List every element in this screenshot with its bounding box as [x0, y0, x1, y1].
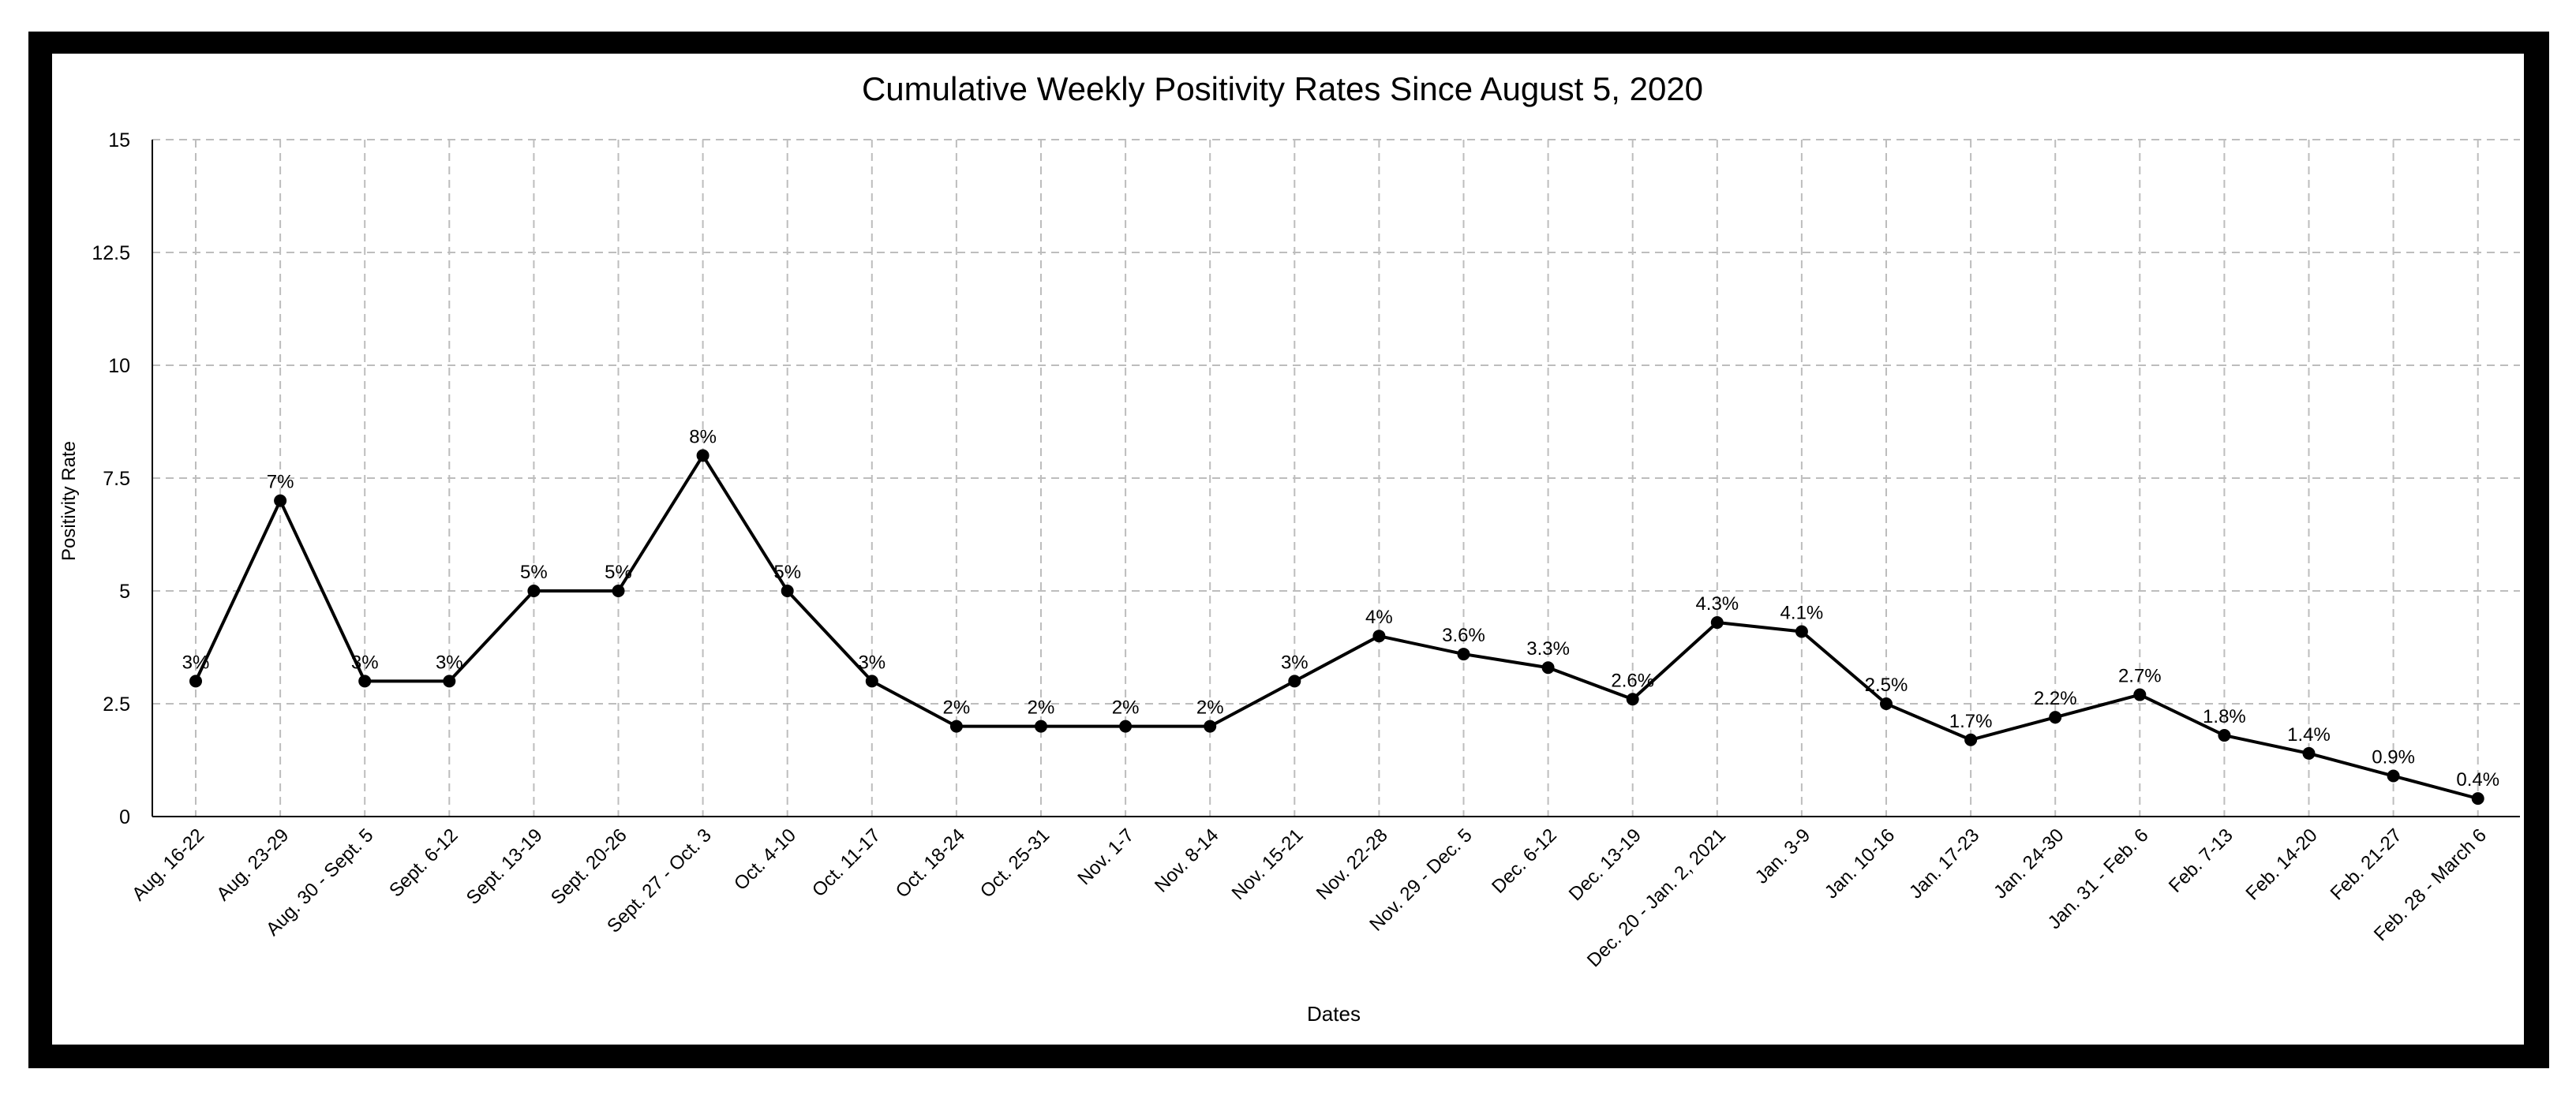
data-point [2049, 711, 2062, 724]
data-label: 2.7% [2118, 666, 2162, 687]
data-label: 3% [436, 652, 463, 673]
data-point [2302, 746, 2316, 760]
data-point [1795, 625, 1808, 638]
data-label: 2% [1028, 697, 1055, 719]
x-tick-label: Dec. 13-19 [1565, 824, 1646, 905]
y-tick-label: 2.5 [103, 693, 130, 716]
x-tick-label: Jan. 24-30 [1990, 824, 2068, 903]
data-point [1710, 616, 1724, 630]
data-label: 2% [1112, 697, 1140, 719]
y-tick-label: 10 [108, 355, 130, 377]
data-label: 2% [943, 697, 971, 719]
x-tick-label: Aug. 16-22 [128, 824, 208, 905]
data-label: 4.1% [1780, 602, 1824, 623]
x-tick-label: Feb. 7-13 [2165, 824, 2237, 897]
data-point [865, 675, 878, 688]
data-point [2471, 792, 2484, 806]
data-label: 1.4% [2287, 724, 2331, 746]
data-label: 3.6% [1442, 625, 1485, 646]
y-tick-label: 7.5 [103, 468, 130, 490]
axes [152, 140, 2520, 817]
y-tick-labels: 0 2.5 5 7.5 10 12.5 15 [92, 129, 130, 828]
chart-title: Cumulative Weekly Positivity Rates Since… [862, 70, 1703, 107]
y-tick-label: 15 [108, 129, 130, 151]
data-point [274, 494, 287, 507]
x-axis-label: Dates [1307, 1002, 1361, 1026]
data-point [1035, 720, 1047, 733]
data-point [781, 585, 794, 597]
x-tick-label: Jan. 17-23 [1905, 824, 1983, 903]
x-tick-label: Nov. 15-21 [1228, 824, 1308, 904]
x-tick-label: Nov. 22-28 [1312, 824, 1392, 904]
data-label: 2% [1196, 697, 1224, 719]
x-tick-label: Feb. 21-27 [2327, 824, 2406, 904]
data-label: 1.8% [2203, 706, 2246, 727]
data-labels: 3% 7% 3% 3% 5% 5% 8% 5% 3% 2% 2% 2% 2% 3% 4% 3.6% 3.3% 2.… [182, 426, 2499, 791]
data-point [1541, 661, 1555, 675]
data-label: 2.2% [2034, 688, 2077, 709]
series-line [194, 454, 2479, 801]
data-point [2218, 729, 2231, 742]
x-tick-label: Sept. 20-26 [547, 824, 631, 909]
x-tick-label: Jan. 3-9 [1751, 824, 1814, 888]
y-tick-label: 12.5 [92, 242, 130, 264]
data-point [1457, 648, 1470, 661]
data-point [2387, 769, 2400, 783]
data-point [1204, 720, 1217, 733]
data-label: 2.6% [1611, 670, 1654, 691]
x-tick-label: Aug. 23-29 [212, 824, 293, 905]
data-label: 8% [689, 426, 717, 447]
x-tick-label: Oct. 18-24 [892, 824, 969, 902]
data-label: 1.7% [1949, 711, 1993, 732]
x-tick-label: Jan. 10-16 [1821, 824, 1899, 903]
x-tick-label: Nov. 8-14 [1151, 824, 1222, 896]
grid-lines [152, 139, 2520, 817]
data-series [189, 449, 2484, 806]
data-point [1372, 630, 1386, 643]
data-label: 3.3% [1526, 638, 1570, 660]
data-point [443, 675, 456, 688]
data-label: 3% [351, 652, 379, 673]
x-tick-label: Oct. 4-10 [730, 824, 800, 895]
data-point [1964, 733, 1978, 746]
data-point [1880, 697, 1893, 710]
data-label: 7% [267, 472, 294, 493]
data-point [189, 675, 202, 688]
data-point [696, 449, 710, 462]
data-point [527, 585, 541, 597]
x-tick-label: Feb. 14-20 [2242, 824, 2322, 904]
data-label: 5% [605, 562, 632, 583]
x-tick-label: Dec. 20 - Jan. 2, 2021 [1583, 824, 1730, 971]
x-tick-label: Sept. 13-19 [462, 824, 547, 909]
chart-panel [52, 54, 2524, 1045]
x-tick-label: Nov. 1-7 [1073, 824, 1138, 889]
data-label: 0.9% [2372, 747, 2415, 768]
x-tick-label: Dec. 6-12 [1488, 824, 1561, 898]
data-point [612, 585, 625, 597]
data-label: 3% [1281, 652, 1309, 673]
x-tick-label: Oct. 11-17 [808, 824, 885, 901]
data-label: 3% [858, 652, 886, 673]
x-tick-label: Oct. 25-31 [976, 824, 1054, 902]
y-tick-label: 5 [119, 581, 130, 603]
y-axis-label: Positivity Rate [58, 441, 80, 561]
x-tick-label: Sept. 6-12 [385, 824, 462, 901]
data-point [358, 675, 372, 688]
data-label: 2.5% [1865, 675, 1908, 696]
data-label: 5% [773, 562, 801, 583]
data-point [1288, 675, 1301, 688]
data-point [1119, 720, 1133, 733]
data-label: 5% [520, 562, 548, 583]
data-point [2133, 688, 2147, 701]
data-point [949, 720, 963, 733]
y-tick-label: 0 [119, 806, 130, 828]
data-point [1626, 693, 1639, 706]
data-label: 4.3% [1695, 593, 1739, 615]
data-label: 0.4% [2456, 769, 2499, 791]
data-label: 3% [182, 652, 210, 673]
data-label: 4% [1365, 607, 1393, 628]
